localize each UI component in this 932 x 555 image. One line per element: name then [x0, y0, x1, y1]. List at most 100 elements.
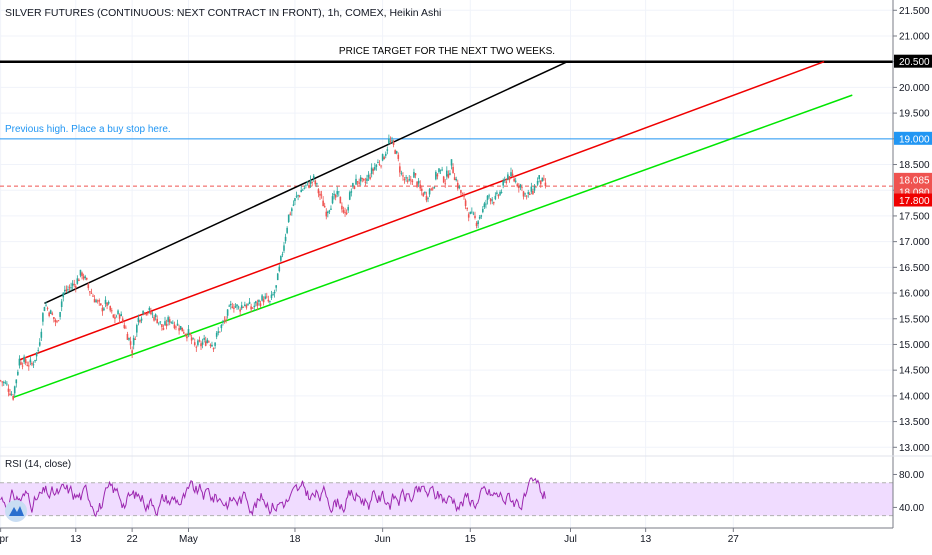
candle [38, 338, 41, 347]
candle [212, 347, 215, 353]
candle [392, 139, 395, 148]
candle-body [475, 222, 478, 226]
candle-body [148, 307, 151, 311]
candle [239, 307, 241, 316]
candle [353, 185, 356, 190]
candle-body [456, 182, 459, 189]
candle [10, 391, 13, 396]
candle [2, 380, 5, 386]
candle-body [172, 322, 174, 324]
candle [439, 169, 442, 175]
candle [219, 331, 221, 333]
candle [337, 191, 340, 197]
candle [477, 220, 479, 229]
candle [195, 345, 198, 352]
black-channel-line[interactable] [44, 61, 568, 305]
y-tick-label: 17.000 [899, 237, 930, 248]
candle-body [516, 184, 519, 187]
candle-body [286, 227, 288, 233]
green-channel-line[interactable] [12, 94, 853, 399]
candle-body [300, 190, 303, 193]
rsi-pane[interactable]: 80.00 40.00 [0, 470, 924, 518]
candle-body [298, 195, 301, 197]
candle-body [348, 192, 351, 200]
text-layer: SILVER FUTURES (CONTINUOUS: NEXT CONTRAC… [5, 7, 555, 470]
candle [450, 159, 453, 170]
candle [486, 195, 489, 205]
candle-body [356, 181, 359, 183]
candle [248, 298, 251, 305]
price-label-text: 17.800 [899, 196, 930, 207]
candle-body [267, 299, 270, 302]
candle-body [449, 173, 451, 175]
candle [522, 190, 525, 200]
candle-body [283, 245, 285, 251]
candle-body [117, 310, 119, 314]
candle [35, 352, 38, 361]
tradingview-logo[interactable] [5, 500, 27, 522]
candle [93, 295, 96, 303]
candle [117, 309, 119, 316]
candle-body [125, 327, 127, 329]
candle-body [452, 166, 454, 174]
candle-body [118, 314, 121, 319]
target-annotation[interactable]: PRICE TARGET FOR THE NEXT TWO WEEKS. [339, 46, 555, 57]
candle-body [197, 340, 199, 346]
candle-body [184, 333, 187, 335]
candle [209, 343, 212, 349]
candle [444, 179, 447, 188]
candle [107, 300, 110, 306]
candle-body [71, 283, 74, 286]
candle-body [460, 190, 462, 193]
candle-body [225, 319, 227, 321]
candle [59, 311, 61, 320]
candle-body [472, 213, 475, 215]
previous-high-annotation[interactable]: Previous high. Place a buy stop here. [5, 124, 171, 135]
candle [115, 314, 118, 318]
candle-body [269, 301, 271, 302]
candle [118, 313, 121, 324]
candle-body [458, 186, 461, 188]
candle [106, 302, 108, 310]
red-channel-line[interactable] [19, 60, 825, 361]
price-label: 20.500 [894, 54, 932, 68]
candle [0, 379, 2, 382]
candle [48, 311, 50, 318]
candle-body [416, 181, 418, 187]
candle [123, 322, 126, 330]
candle-body [424, 191, 426, 194]
candle-body [502, 180, 504, 186]
candle-body [217, 331, 220, 333]
candle [535, 185, 537, 188]
y-tick-label: 16.000 [899, 289, 930, 300]
candle-body [193, 342, 196, 346]
trend-lines[interactable] [12, 60, 853, 399]
candle [333, 190, 335, 200]
candle-body [121, 318, 124, 322]
candle [480, 214, 483, 219]
candle [226, 309, 229, 319]
candle-body [154, 314, 157, 318]
candle-body [132, 337, 135, 346]
candle [24, 357, 27, 366]
candle [320, 190, 323, 199]
candle-body [222, 321, 224, 323]
candle-body [431, 188, 434, 190]
candle-body [31, 362, 33, 365]
candle [469, 211, 472, 215]
candle [54, 318, 57, 327]
candle [449, 170, 451, 176]
candle [289, 211, 292, 216]
candle-body [482, 208, 484, 213]
candle [74, 284, 77, 293]
candle [359, 175, 362, 186]
candle [114, 313, 116, 324]
candle-body [528, 193, 531, 195]
candle [82, 273, 85, 281]
candle-body [181, 327, 184, 332]
candle-body [251, 307, 254, 309]
candle-body [146, 313, 149, 314]
candle [247, 303, 249, 306]
